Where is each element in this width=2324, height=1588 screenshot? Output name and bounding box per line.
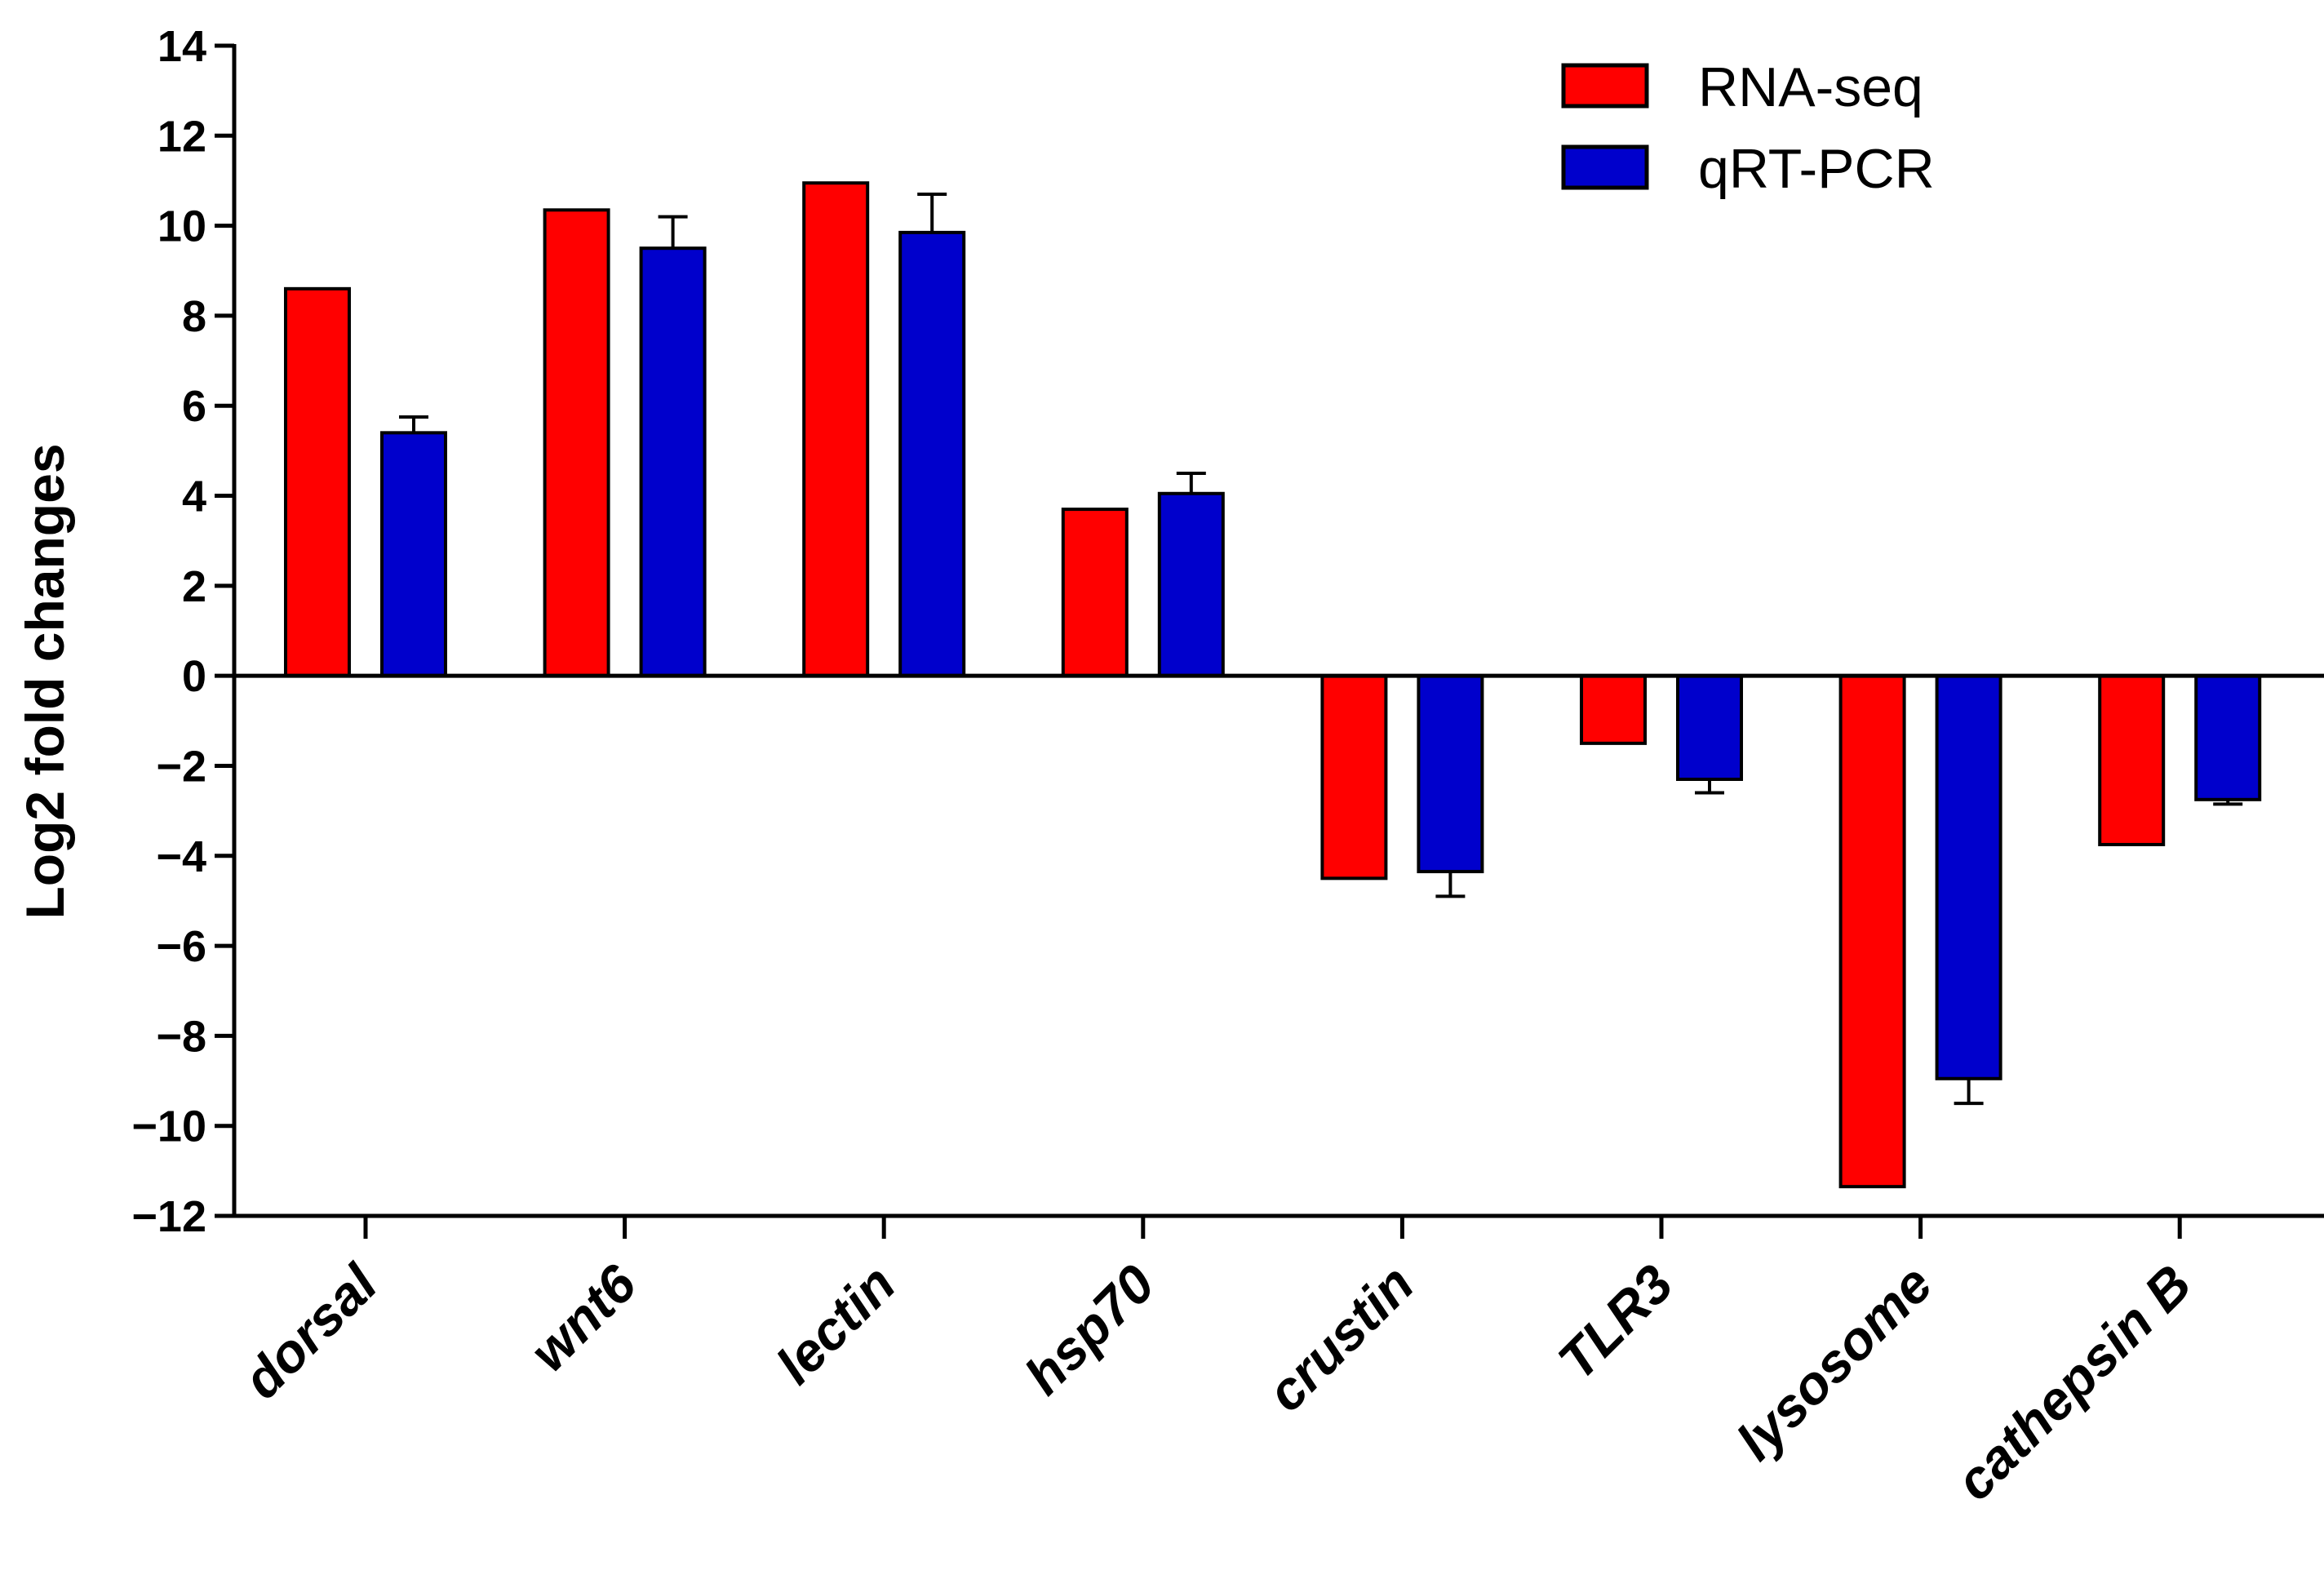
x-category-label-crustin: crustin bbox=[1255, 1253, 1425, 1423]
y-ticks-layer: 14 12 10 8 6 4 2 0 −2 −4 −6 −8 −10 −12 bbox=[131, 22, 234, 1241]
bar-rna-seq-hsp70 bbox=[1061, 508, 1129, 678]
y-tick-label: 0 bbox=[182, 652, 206, 701]
y-tick-label: 6 bbox=[182, 382, 206, 431]
x-category-label-lectin: lectin bbox=[765, 1253, 907, 1395]
y-tick-label: −10 bbox=[131, 1102, 206, 1151]
bar-rna-seq-dorsal bbox=[284, 286, 351, 678]
error-bar-qrt-pcr-lysosome bbox=[1954, 1078, 1984, 1106]
x-category-label-dorsal: dorsal bbox=[232, 1252, 390, 1410]
x-category-label-hsp70: hsp70 bbox=[1013, 1253, 1165, 1405]
bar-rna-seq-crustin bbox=[1320, 674, 1388, 880]
bar-rna-seq-cathepsin-b bbox=[2098, 674, 2166, 846]
y-tick-label: 2 bbox=[182, 562, 206, 611]
legend: RNA-seq qRT-PCR bbox=[1561, 56, 1935, 200]
y-tick-label: −12 bbox=[131, 1192, 206, 1241]
error-bar-qrt-pcr-cathepsin-b bbox=[2213, 799, 2243, 806]
axes-layer bbox=[232, 44, 2324, 1218]
x-category-label-cathepsin-b: cathepsin B bbox=[1944, 1253, 2202, 1512]
y-tick-label: 8 bbox=[182, 292, 206, 341]
bar-qrt-pcr-hsp70 bbox=[1157, 491, 1225, 678]
bar-qrt-pcr-dorsal bbox=[380, 431, 447, 678]
y-axis-label: Log2 fold changes bbox=[15, 443, 75, 919]
error-bars-layer bbox=[399, 193, 2243, 1106]
error-bar-qrt-pcr-tlr3 bbox=[1695, 779, 1724, 795]
y-tick-label: −2 bbox=[156, 742, 206, 791]
error-bar-qrt-pcr-wnt6 bbox=[658, 215, 688, 249]
error-bar-qrt-pcr-dorsal bbox=[399, 415, 428, 433]
x-category-label-tlr3: TLR3 bbox=[1546, 1253, 1684, 1391]
bar-qrt-pcr-cathepsin-b bbox=[2194, 674, 2262, 801]
y-tick-label: 4 bbox=[182, 472, 206, 521]
legend-label-rna-seq: RNA-seq bbox=[1698, 56, 1923, 118]
x-ticks-layer: dorsal wnt6 lectin hsp70 crustin TLR3 lysosome… bbox=[232, 1216, 2202, 1512]
y-tick-label: 10 bbox=[157, 202, 206, 251]
bar-qrt-pcr-lectin bbox=[898, 230, 966, 678]
x-category-label-lysosome: lysosome bbox=[1725, 1253, 1944, 1472]
y-tick-label: −4 bbox=[156, 832, 206, 881]
y-tick-label: 14 bbox=[157, 22, 206, 71]
bar-rna-seq-wnt6 bbox=[543, 208, 610, 678]
bar-qrt-pcr-tlr3 bbox=[1676, 674, 1743, 782]
error-bar-qrt-pcr-lectin bbox=[917, 193, 947, 233]
bar-qrt-pcr-crustin bbox=[1417, 674, 1484, 874]
legend-swatch-qrt-pcr bbox=[1561, 144, 1649, 190]
y-tick-label: −8 bbox=[156, 1012, 206, 1061]
legend-label-qrt-pcr: qRT-PCR bbox=[1698, 138, 1935, 200]
legend-swatch-rna-seq bbox=[1561, 63, 1649, 109]
y-tick-label: 12 bbox=[157, 112, 206, 161]
error-bar-qrt-pcr-hsp70 bbox=[1176, 471, 1206, 494]
bar-qrt-pcr-wnt6 bbox=[639, 246, 707, 678]
bar-rna-seq-lectin bbox=[802, 181, 870, 678]
x-category-label-wnt6: wnt6 bbox=[518, 1253, 649, 1383]
error-bar-qrt-pcr-crustin bbox=[1435, 872, 1466, 898]
bar-rna-seq-tlr3 bbox=[1580, 674, 1647, 745]
bars-layer bbox=[284, 181, 2262, 1189]
bar-qrt-pcr-lysosome bbox=[1935, 674, 2002, 1080]
y-tick-label: −6 bbox=[156, 922, 206, 971]
bar-rna-seq-lysosome bbox=[1838, 674, 1906, 1189]
